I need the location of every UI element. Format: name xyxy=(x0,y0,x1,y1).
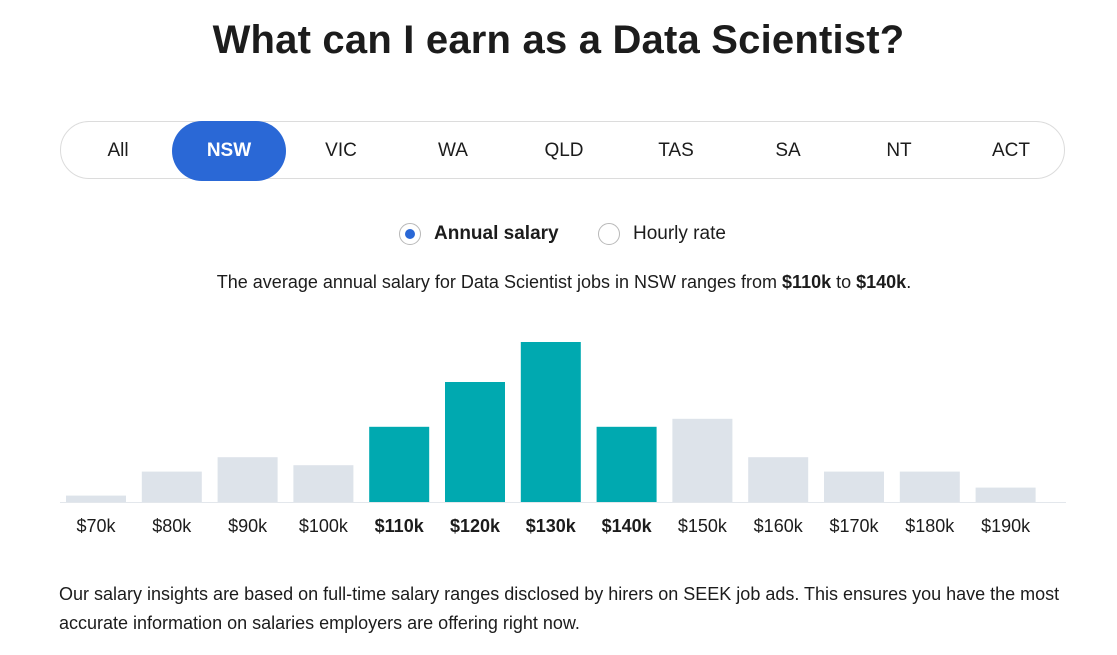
page-title: What can I earn as a Data Scientist? xyxy=(212,18,905,62)
tab-tas[interactable]: TAS xyxy=(658,140,694,161)
state-tabs: All NSW VIC WA QLD TAS SA NT ACT xyxy=(60,121,1065,181)
salary-histogram: $70k $80k $90k $100k $110k $120k $130k $140k $15… xyxy=(60,342,1066,536)
bar-140k xyxy=(596,426,657,502)
tab-qld[interactable]: QLD xyxy=(544,140,584,161)
tick-label-110k: $110k xyxy=(375,516,425,536)
tab-vic[interactable]: VIC xyxy=(325,140,357,161)
bar-90k xyxy=(217,457,278,502)
bar-100k xyxy=(293,465,354,502)
annual-salary-radio[interactable]: Annual salary xyxy=(399,220,559,248)
tick-label-90k: $90k xyxy=(228,516,268,536)
tab-sa[interactable]: SA xyxy=(775,140,801,161)
hourly-rate-label: Hourly rate xyxy=(633,223,726,244)
tab-nt[interactable]: NT xyxy=(886,140,912,161)
tick-label-170k: $170k xyxy=(829,516,879,536)
annual-salary-label: Annual salary xyxy=(434,223,559,244)
radio-checked-icon xyxy=(399,223,421,245)
bar-150k xyxy=(672,418,733,502)
tick-label-70k: $70k xyxy=(76,516,116,536)
bar-80k xyxy=(141,471,202,502)
tab-nsw[interactable]: NSW xyxy=(172,121,286,181)
radio-unchecked-icon xyxy=(598,223,620,245)
summary-suffix: . xyxy=(906,272,912,292)
tab-act[interactable]: ACT xyxy=(992,140,1030,161)
rate-toggle: Annual salary Hourly rate xyxy=(0,220,1117,248)
bar-170k xyxy=(824,471,884,502)
bar-160k xyxy=(748,457,809,502)
tick-label-80k: $80k xyxy=(152,516,192,536)
tab-wa[interactable]: WA xyxy=(438,140,468,161)
hourly-rate-radio[interactable]: Hourly rate xyxy=(598,220,726,248)
bar-180k xyxy=(899,471,960,502)
summary-high: $140k xyxy=(856,272,907,292)
tick-label-130k: $130k xyxy=(526,516,577,536)
bar-110k xyxy=(369,426,430,502)
bar-130k xyxy=(520,342,581,502)
tab-all[interactable]: All xyxy=(107,140,129,161)
bar-190k xyxy=(975,487,1036,502)
tick-label-160k: $160k xyxy=(754,516,804,536)
summary-prefix: The average annual salary for Data Scien… xyxy=(216,272,783,292)
tick-label-100k: $100k xyxy=(299,516,349,536)
tick-label-150k: $150k xyxy=(678,516,728,536)
tick-label-190k: $190k xyxy=(981,516,1031,536)
tick-label-140k: $140k xyxy=(602,516,653,536)
salary-summary: The average annual salary for Data Scien… xyxy=(0,272,1117,293)
tick-label-120k: $120k xyxy=(450,516,501,536)
summary-middle: to xyxy=(831,272,857,292)
tick-label-180k: $180k xyxy=(905,516,955,536)
summary-low: $110k xyxy=(782,272,832,292)
bar-70k xyxy=(66,495,126,502)
bar-120k xyxy=(445,382,505,502)
salary-insights-note: Our salary insights are based on full-ti… xyxy=(59,584,1060,633)
